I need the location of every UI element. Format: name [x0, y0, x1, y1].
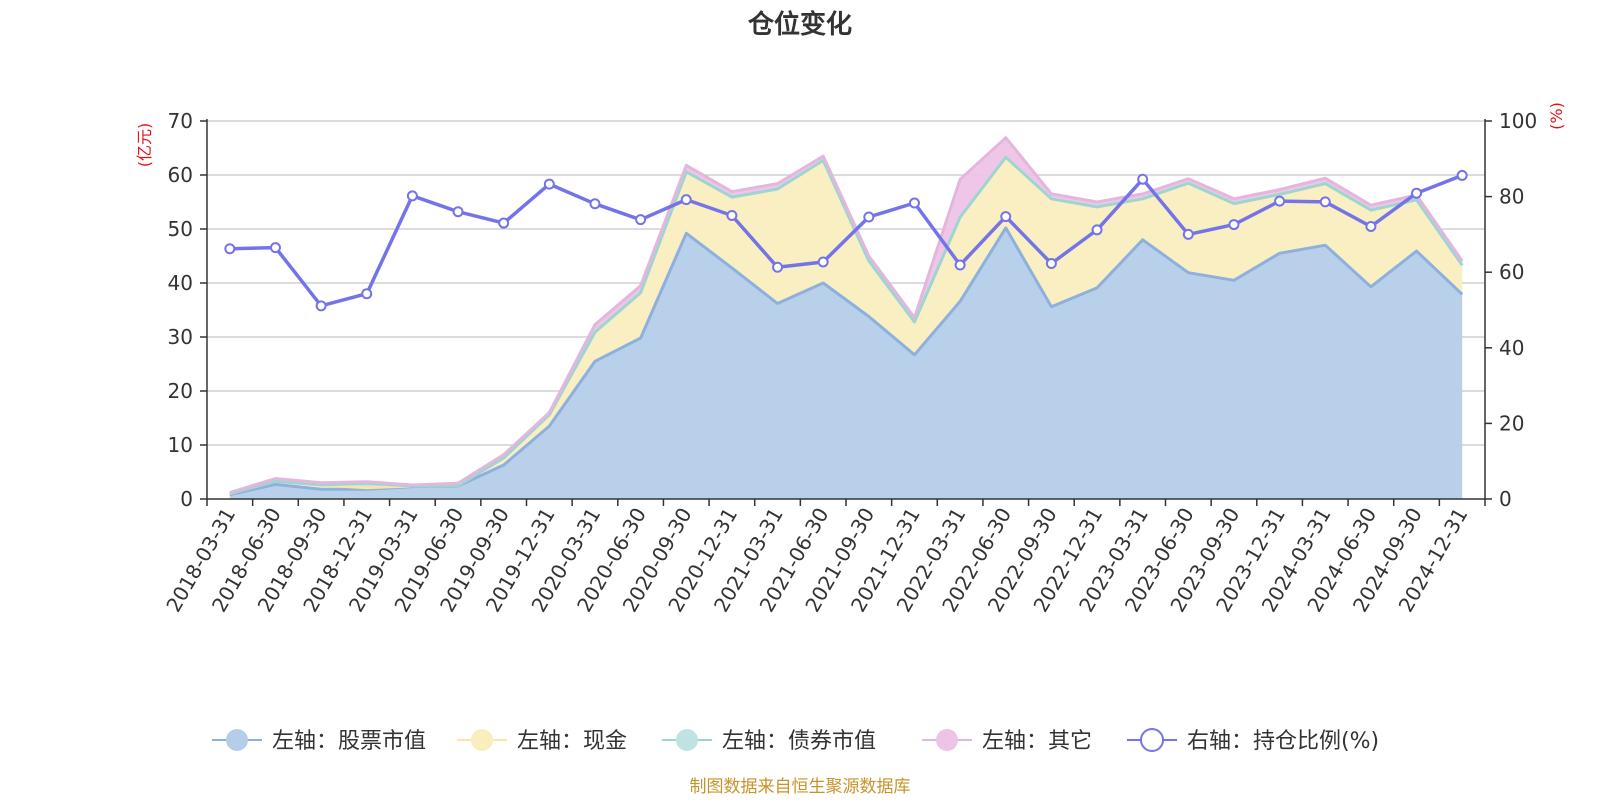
left-tick-label: 20 [168, 379, 193, 403]
ratio-point [817, 256, 829, 268]
ratio-point [1456, 169, 1468, 181]
legend-marker [936, 729, 958, 751]
right-tick-label: 40 [1499, 336, 1524, 360]
ratio-point [1411, 187, 1423, 199]
legend-item[interactable]: 左轴：债券市值 [662, 729, 876, 754]
ratio-point [452, 206, 464, 218]
ratio-point [635, 214, 647, 226]
legend-item[interactable]: 左轴：现金 [457, 729, 627, 754]
footer-source: 制图数据来自恒生聚源数据库 [690, 777, 911, 797]
ratio-point [772, 261, 784, 273]
legend-label: 右轴：持仓比例(%) [1187, 729, 1379, 754]
ratio-point [1365, 220, 1377, 232]
ratio-point [1000, 211, 1012, 223]
left-tick-label: 30 [168, 325, 193, 349]
area-左轴：现金 [229, 157, 1463, 495]
left-tick-label: 60 [168, 163, 193, 187]
right-axis-unit: (%) [1547, 102, 1566, 130]
legend-item[interactable]: 左轴：股票市值 [212, 729, 426, 754]
ratio-point [1091, 224, 1103, 236]
legend-marker [676, 729, 698, 751]
left-axis-unit: (亿元) [135, 123, 154, 168]
ratio-point [498, 217, 510, 229]
legend-label: 左轴：股票市值 [272, 729, 426, 754]
ratio-line-path [229, 173, 1463, 308]
legend-marker [1140, 728, 1164, 752]
left-tick-label: 70 [168, 109, 193, 133]
legend-label: 左轴：现金 [517, 729, 627, 754]
legend-item[interactable]: 左轴：其它 [922, 729, 1092, 754]
ratio-point [1319, 196, 1331, 208]
legend-marker [226, 729, 248, 751]
ratio-point [406, 190, 418, 202]
stacked-areas [229, 136, 1464, 499]
ratio-point [680, 194, 692, 206]
legend: 左轴：股票市值 左轴：现金 左轴：债券市值 左轴：其它 右轴：持仓比例(%) [212, 728, 1379, 754]
legend-marker [471, 729, 493, 751]
right-tick-label: 60 [1499, 260, 1524, 284]
legend-item[interactable]: 右轴：持仓比例(%) [1127, 728, 1379, 754]
ratio-point [1228, 219, 1240, 231]
right-tick-label: 100 [1499, 109, 1537, 133]
area-edge-左轴：债券市值 [229, 155, 1464, 496]
left-tick-label: 40 [168, 271, 193, 295]
right-tick-label: 0 [1499, 487, 1512, 511]
right-tick-label: 80 [1499, 185, 1524, 209]
position-ratio-line [224, 169, 1468, 312]
area-edge-左轴：其它 [229, 136, 1464, 494]
left-tick-label: 10 [168, 433, 193, 457]
right-tick-label: 20 [1499, 411, 1524, 435]
ratio-point [908, 197, 920, 209]
ratio-point [1137, 173, 1149, 185]
ratio-point [726, 210, 738, 221]
ratio-point [269, 242, 281, 254]
chart-title: 仓位变化 [747, 9, 852, 40]
ratio-point [589, 198, 601, 210]
left-tick-label: 50 [168, 217, 193, 241]
ratio-point [315, 300, 327, 312]
ratio-point [1182, 228, 1194, 240]
legend-label: 左轴：债券市值 [722, 729, 876, 754]
area-左轴：股票市值 [229, 227, 1463, 499]
ratio-point [863, 211, 875, 223]
ratio-point [224, 243, 236, 255]
legend-label: 左轴：其它 [982, 729, 1092, 754]
ratio-point [954, 259, 966, 271]
ratio-point [1274, 195, 1286, 207]
ratio-point [361, 288, 373, 300]
left-tick-label: 0 [180, 487, 193, 511]
ratio-point [1045, 258, 1057, 270]
ratio-point [543, 178, 555, 190]
